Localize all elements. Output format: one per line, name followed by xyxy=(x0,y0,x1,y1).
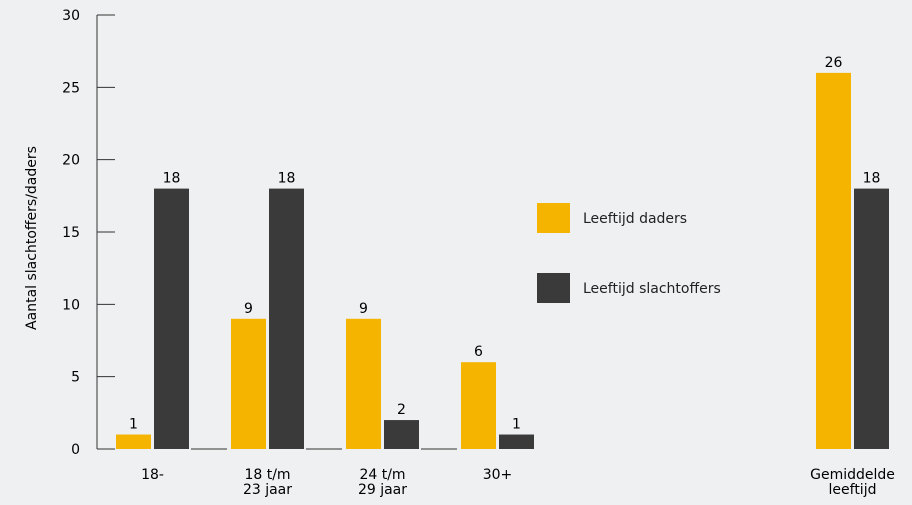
data-label: 18 xyxy=(163,171,181,187)
bar xyxy=(231,318,266,449)
legend-label: Leeftijd slachtoffers xyxy=(583,281,721,297)
bar-group-average: 26 18 Gemiddelde leeftijd xyxy=(810,55,895,498)
data-label: 18 xyxy=(278,171,296,187)
legend: Leeftijd daders Leeftijd slachtoffers xyxy=(537,203,721,303)
y-tick-label: 0 xyxy=(71,442,80,458)
bar-group: 1 18 18- xyxy=(116,171,189,483)
data-label: 18 xyxy=(863,171,881,187)
data-label: 1 xyxy=(129,417,138,433)
bar-groups: 1 18 18- 9 18 18 t/m 23 jaar 9 2 24 t/m 29 jaar 6 1 3… xyxy=(116,55,895,498)
data-label: 2 xyxy=(397,402,406,418)
bar xyxy=(154,188,189,449)
y-tick-label: 30 xyxy=(62,8,80,24)
data-label: 9 xyxy=(359,301,368,317)
y-tick-label: 20 xyxy=(62,153,80,169)
bar-group: 9 18 18 t/m 23 jaar xyxy=(191,171,304,498)
y-tick-label: 5 xyxy=(71,370,80,386)
x-tick-label: Gemiddelde leeftijd xyxy=(810,467,895,498)
bar xyxy=(499,434,534,449)
x-tick-label: 18 t/m 23 jaar xyxy=(243,467,292,498)
y-tick-label: 10 xyxy=(62,297,80,313)
bar xyxy=(384,420,419,449)
legend-label: Leeftijd daders xyxy=(583,211,687,227)
data-label: 1 xyxy=(512,417,521,433)
bar xyxy=(269,188,304,449)
bar-group: 6 1 30+ xyxy=(421,344,534,483)
data-label: 9 xyxy=(244,301,253,317)
y-axis-label: Aantal slachtoffers/daders xyxy=(24,146,40,330)
x-tick-label: 18- xyxy=(141,467,164,483)
y-tick-label: 15 xyxy=(62,225,80,241)
data-label: 26 xyxy=(825,55,843,71)
bar xyxy=(461,362,496,449)
x-tick-label: 24 t/m 29 jaar xyxy=(358,467,407,498)
bar xyxy=(854,188,889,449)
x-tick-label: 30+ xyxy=(483,467,513,483)
y-tick-label: 25 xyxy=(62,80,80,96)
legend-swatch xyxy=(537,273,570,303)
data-label: 6 xyxy=(474,344,483,360)
bar-group: 9 2 24 t/m 29 jaar xyxy=(306,301,419,498)
bar xyxy=(116,434,151,449)
bar xyxy=(346,318,381,449)
bar xyxy=(816,72,851,449)
y-axis: 0 5 10 15 20 25 30 xyxy=(62,8,115,458)
legend-swatch xyxy=(537,203,570,233)
